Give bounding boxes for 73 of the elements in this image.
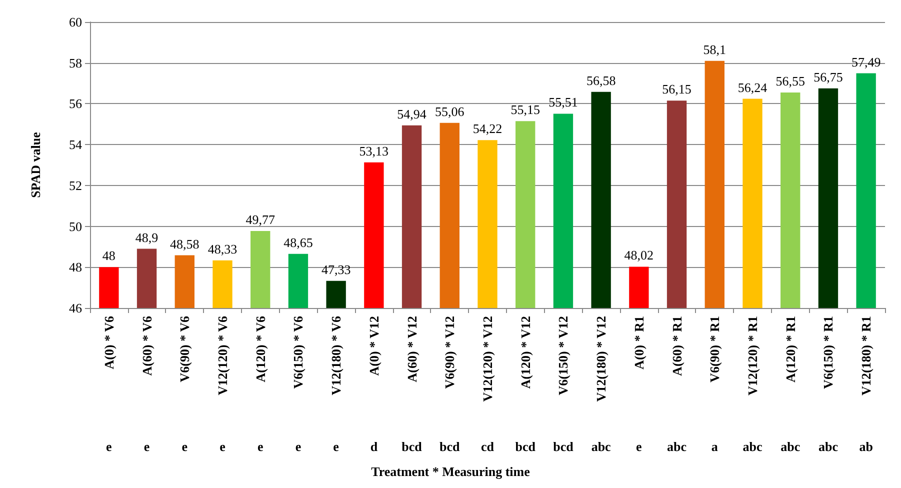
x-tick-label: V12(180) * V12 [594,316,609,402]
text: bcd [553,439,574,454]
y-tick-label: 52 [69,178,82,193]
data-label: 56,15 [662,82,692,97]
text: e [144,439,150,454]
text: abc [780,439,800,454]
text: cd [481,439,495,454]
text: d [370,439,378,454]
data-label: 56,55 [776,73,805,88]
text: abc [667,439,687,454]
text: e [333,439,340,454]
x-tick-label: A(120) * V12 [518,316,533,389]
data-label: 48,58 [170,236,200,252]
data-label: 55,15 [510,102,540,118]
y-tick-label: 58 [69,55,82,70]
x-tick-label: A(120) * V6 [252,316,268,382]
y-tick-label: 46 [69,300,82,316]
data-label: 49,77 [246,212,276,227]
text: e [636,439,642,454]
text: e [295,439,302,454]
data-label: 56,24 [738,80,768,95]
x-tick-label: V6(90) * V6 [177,316,192,382]
x-tick-label: A(60) * V12 [404,316,420,382]
data-label: 47,33 [321,262,351,277]
data-label: 48,33 [208,241,238,256]
y-tick-label: 56 [69,96,82,112]
y-axis-title: SPAD value [28,132,43,198]
data-label: 48,02 [624,248,654,263]
x-tick-label: A(60) * V6 [139,316,154,376]
x-tick-label: V6(150) * V6 [290,316,306,389]
text: e [182,439,188,454]
text: a [711,439,718,454]
text: e [106,439,112,454]
text: abc [742,439,762,454]
text: Treatment * Measuring time [371,464,530,479]
text: bcd [402,439,423,454]
y-tick-label: 48 [69,260,82,275]
data-label: 58,1 [703,42,726,57]
x-tick-label: A(0) * V6 [101,316,116,370]
x-tick-label: A(60) * R1 [669,316,684,376]
text: abc [591,439,612,454]
y-tick-label: 60 [69,14,82,30]
x-tick-label: V12(180) * V6 [328,316,344,396]
y-tick-label: 50 [69,218,82,234]
x-tick-label: V6(90) * V12 [442,316,458,389]
x-tick-label: A(120) * R1 [782,316,798,382]
data-label: 56,58 [586,72,616,88]
x-tick-label: V12(120) * V6 [215,316,230,396]
text: abc [818,439,838,454]
text: e [220,439,226,454]
data-label: 54,22 [472,121,502,136]
x-tick-label: V12(120) * R1 [745,316,760,396]
x-tick-label: V6(150) * R1 [820,316,836,389]
data-label: 48 [102,248,116,264]
x-tick-label: V12(180) * R1 [858,316,874,396]
text: bcd [440,439,461,454]
x-tick-label: A(0) * V12 [366,316,382,376]
data-label: 55,51 [548,94,578,110]
data-label: 57,49 [851,54,881,70]
text: bcd [515,439,536,454]
x-tick-label: V6(150) * V12 [556,316,571,396]
data-label: 53,13 [359,143,389,158]
text: ab [859,439,873,454]
data-label: 54,94 [397,106,427,122]
x-tick-label: A(0) * R1 [631,316,646,370]
data-label: 55,06 [435,104,465,119]
x-tick-label: V12(120) * V12 [480,316,495,402]
text: e [257,439,264,454]
data-label: 48,9 [135,230,158,245]
x-tick-label: V6(90) * R1 [707,316,722,382]
y-tick-label: 54 [69,137,82,152]
data-label: 56,75 [814,69,843,84]
data-label: 48,65 [284,234,313,250]
